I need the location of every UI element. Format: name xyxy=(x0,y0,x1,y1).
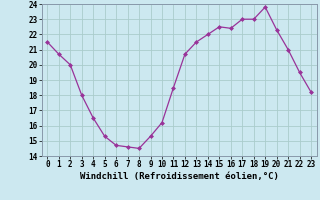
X-axis label: Windchill (Refroidissement éolien,°C): Windchill (Refroidissement éolien,°C) xyxy=(80,172,279,181)
